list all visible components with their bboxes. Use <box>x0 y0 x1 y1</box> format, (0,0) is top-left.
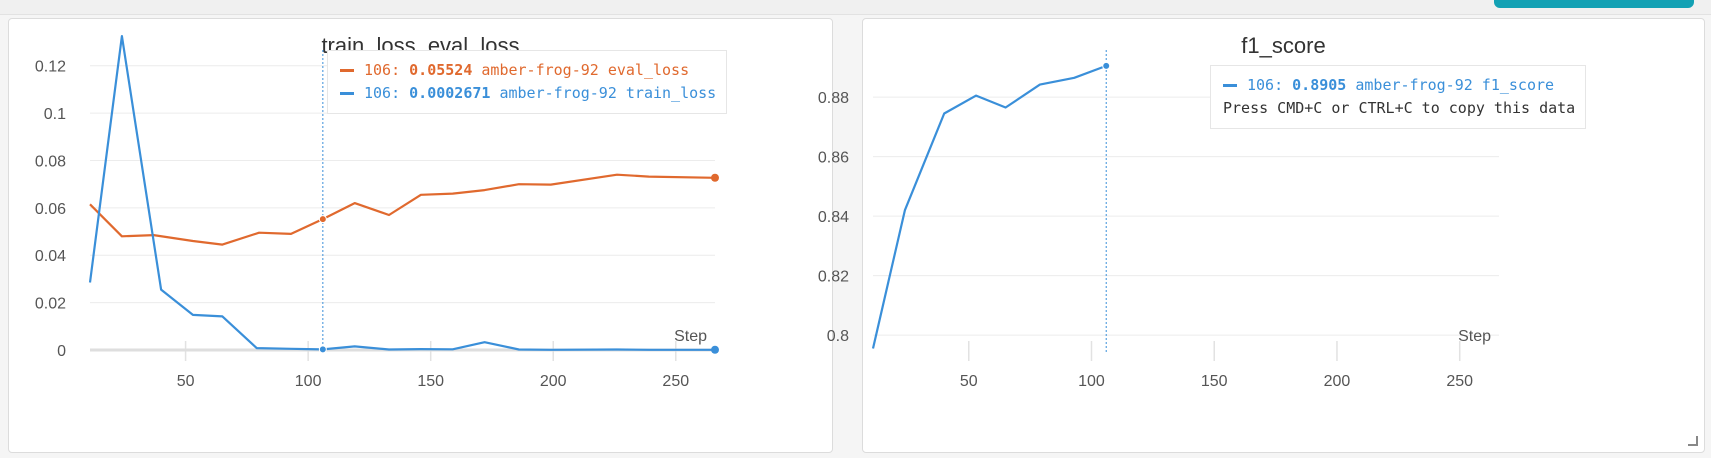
y-tick-label: 0 <box>57 343 66 360</box>
chart-panel-f1-score: f1_score 0.8 0.82 0.84 0.86 0.88 50 100 150 200 2… <box>818 18 1705 453</box>
x-tick-label: 50 <box>960 373 978 390</box>
x-tick-label: 250 <box>662 373 689 390</box>
hover-tooltip: 106: 0.8905 amber-frog-92 f1_score Press… <box>1210 65 1587 129</box>
tooltip-series-name: amber-frog-92 train_loss <box>499 84 717 102</box>
copy-hint: Press CMD+C or CTRL+C to copy this data <box>1223 99 1576 117</box>
x-tick-label: 100 <box>295 373 322 390</box>
tooltip-series-name: amber-frog-92 eval_loss <box>481 61 690 79</box>
x-tick-label: 250 <box>1446 373 1473 390</box>
y-tick-label: 0.1 <box>44 106 66 123</box>
y-tick-label: 0.88 <box>818 90 849 107</box>
loss-line-chart[interactable]: 0 0.02 0.04 0.06 0.08 0.1 0.12 50 100 150 200 250 St… <box>9 19 832 452</box>
x-tick-label: 200 <box>540 373 567 390</box>
x-tick-label: 200 <box>1324 373 1351 390</box>
y-tick-label: 0.8 <box>827 328 849 345</box>
hover-point <box>1102 61 1111 70</box>
f1-line-chart[interactable]: 0.8 0.82 0.84 0.86 0.88 50 100 150 200 250 Step <box>818 19 1704 452</box>
y-tick-label: 0.04 <box>35 248 66 265</box>
y-tick-label: 0.86 <box>818 150 849 167</box>
x-tick-label: 150 <box>417 373 444 390</box>
hover-point <box>318 215 327 224</box>
x-tick-label: 50 <box>177 373 195 390</box>
top-action-button[interactable] <box>1494 0 1694 8</box>
y-tick-label: 0.12 <box>35 59 66 76</box>
y-tick-label: 0.02 <box>35 296 66 313</box>
series-line-amber-frog-92-eval_loss[interactable] <box>89 173 716 246</box>
x-axis-label: Step <box>674 328 707 345</box>
f1-score-swatch <box>1223 84 1237 87</box>
y-tick-label: 0.06 <box>35 201 66 218</box>
y-tick-label: 0.08 <box>35 153 66 170</box>
tooltip-step: 106: <box>364 61 401 79</box>
tooltip-value: 0.8905 <box>1292 76 1347 94</box>
y-tick-label: 0.82 <box>818 269 849 286</box>
tooltip-row-train-loss: 106: 0.0002671 amber-frog-92 train_loss <box>340 82 716 105</box>
x-tick-label: 100 <box>1078 373 1105 390</box>
tooltip-row-f1-score: 106: 0.8905 amber-frog-92 f1_score <box>1223 74 1575 97</box>
series-line-amber-frog-92-f1_score[interactable] <box>871 64 1107 349</box>
hover-point <box>318 345 327 354</box>
tooltip-step: 106: <box>364 84 401 102</box>
top-bar <box>0 0 1711 15</box>
eval-loss-swatch <box>340 69 354 72</box>
chart-panel-train-eval-loss: train_loss, eval_loss 0 0.02 0.04 0.06 0.08 0… <box>8 18 833 453</box>
tooltip-step: 106: <box>1247 76 1284 94</box>
series-end-point <box>711 345 719 354</box>
train-loss-swatch <box>340 92 354 95</box>
y-tick-label: 0.84 <box>818 209 849 226</box>
x-tick-label: 150 <box>1201 373 1228 390</box>
tooltip-value: 0.0002671 <box>409 84 491 102</box>
x-axis-label: Step <box>1458 328 1491 345</box>
series-line-amber-frog-92-train_loss[interactable] <box>88 35 715 351</box>
resize-handle-icon[interactable] <box>1688 436 1698 446</box>
panel-title: f1_score <box>1241 33 1326 58</box>
tooltip-series-name: amber-frog-92 f1_score <box>1355 76 1555 94</box>
tooltip-value: 0.05524 <box>409 61 473 79</box>
series-end-point <box>711 173 719 182</box>
tooltip-row-eval-loss: 106: 0.05524 amber-frog-92 eval_loss <box>340 59 716 82</box>
hover-tooltip: 106: 0.05524 amber-frog-92 eval_loss 106… <box>327 50 728 114</box>
